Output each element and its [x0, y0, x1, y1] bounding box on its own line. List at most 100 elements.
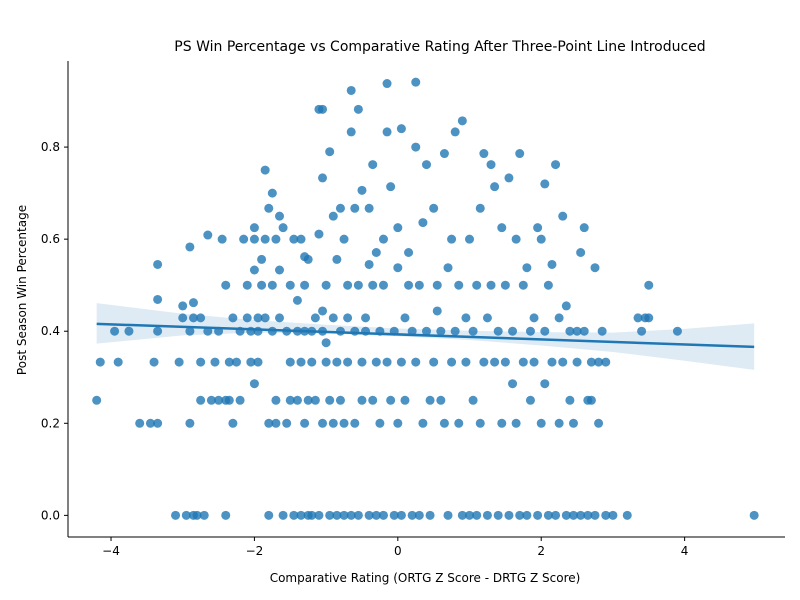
- data-point: [622, 510, 632, 520]
- data-point: [224, 357, 234, 367]
- data-point: [522, 263, 532, 273]
- data-point: [307, 510, 317, 520]
- data-point: [196, 357, 206, 367]
- data-point: [436, 326, 446, 336]
- data-point: [558, 357, 568, 367]
- data-point: [239, 234, 249, 244]
- data-point: [540, 179, 550, 189]
- data-point: [267, 280, 277, 290]
- data-point: [490, 182, 500, 192]
- data-point: [576, 248, 586, 257]
- data-point: [303, 254, 313, 264]
- data-point: [185, 418, 195, 428]
- data-point: [393, 263, 403, 273]
- data-point: [249, 234, 259, 244]
- data-point: [378, 234, 388, 244]
- data-point: [206, 395, 216, 405]
- data-point: [249, 379, 259, 389]
- data-point: [314, 510, 324, 520]
- data-point: [332, 357, 342, 367]
- data-point: [235, 395, 245, 405]
- data-point: [289, 510, 299, 520]
- data-point: [479, 149, 489, 159]
- y-axis-label: Post Season Win Percentage: [15, 205, 29, 375]
- data-point: [145, 418, 155, 428]
- data-point: [558, 211, 568, 221]
- data-point: [350, 326, 360, 336]
- data-point: [461, 357, 471, 367]
- data-point: [214, 395, 224, 405]
- data-point: [249, 265, 259, 275]
- data-point: [357, 357, 367, 367]
- data-point: [228, 418, 238, 428]
- data-point: [325, 147, 335, 157]
- data-point: [339, 418, 349, 428]
- data-point: [547, 259, 557, 269]
- data-point: [188, 313, 198, 323]
- data-point: [411, 357, 421, 367]
- data-point: [300, 280, 310, 290]
- data-point: [518, 357, 528, 367]
- data-point: [95, 357, 105, 367]
- data-point: [371, 510, 381, 520]
- data-point: [436, 395, 446, 405]
- axes: [67, 61, 785, 538]
- data-point: [378, 280, 388, 290]
- data-point: [368, 280, 378, 290]
- data-point: [429, 357, 439, 367]
- data-point: [472, 510, 482, 520]
- data-point: [525, 326, 535, 336]
- data-point: [500, 357, 510, 367]
- data-point: [364, 259, 374, 269]
- data-point: [457, 116, 467, 126]
- data-point: [472, 280, 482, 290]
- data-point: [350, 203, 360, 213]
- data-point: [325, 510, 335, 520]
- data-point: [124, 326, 134, 336]
- data-point: [110, 326, 120, 336]
- data-point: [404, 248, 414, 257]
- data-point: [443, 263, 453, 273]
- data-point: [332, 510, 342, 520]
- data-point: [253, 357, 263, 367]
- data-point: [450, 326, 460, 336]
- data-point: [260, 165, 270, 175]
- data-point: [497, 223, 507, 233]
- data-point: [153, 259, 163, 269]
- data-point: [350, 418, 360, 428]
- data-point: [249, 223, 259, 233]
- data-point: [749, 510, 759, 520]
- data-point: [339, 510, 349, 520]
- data-point: [533, 223, 543, 233]
- y-tick-label: 0.4: [41, 324, 60, 338]
- data-point: [346, 510, 356, 520]
- data-point: [525, 395, 535, 405]
- data-point: [551, 160, 561, 170]
- data-point: [371, 357, 381, 367]
- data-point: [389, 510, 399, 520]
- data-point: [529, 313, 539, 323]
- data-point: [278, 510, 288, 520]
- data-point: [300, 418, 310, 428]
- data-point: [386, 182, 396, 192]
- data-point: [382, 357, 392, 367]
- data-point: [178, 301, 188, 311]
- data-point: [135, 418, 145, 428]
- data-point: [328, 211, 338, 221]
- data-point: [508, 379, 518, 389]
- data-point: [393, 223, 403, 233]
- data-point: [357, 185, 367, 195]
- data-point: [321, 280, 331, 290]
- data-point: [422, 326, 431, 336]
- data-point: [217, 234, 227, 244]
- data-point: [493, 510, 503, 520]
- data-point: [529, 357, 539, 367]
- data-point: [371, 248, 381, 257]
- data-point: [396, 510, 406, 520]
- data-point: [400, 395, 410, 405]
- data-point: [382, 79, 392, 89]
- regression-line: [96, 322, 755, 349]
- data-point: [447, 234, 457, 244]
- data-point: [454, 280, 464, 290]
- data-point: [192, 510, 202, 520]
